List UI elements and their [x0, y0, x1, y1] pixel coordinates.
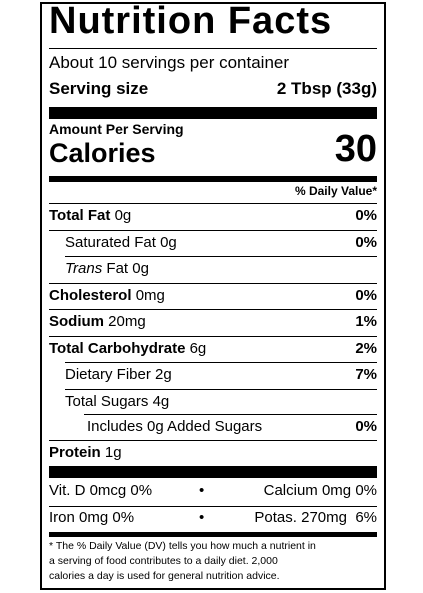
nutrient-amount: 2g [155, 366, 172, 383]
nutrient-name: Protein [49, 444, 101, 461]
nutrient-amount: 0mg [135, 287, 165, 304]
nutrient-dv: 0% [355, 234, 377, 251]
nutrient-dv: 7% [355, 366, 377, 383]
nutrition-facts-label: Nutrition Facts About 10 servings per co… [40, 2, 386, 590]
row-saturated-fat: Saturated Fat 0g 0% [49, 231, 377, 257]
nutrient-name: Total Fat [49, 207, 111, 224]
footnote-line-1: * The % Daily Value (DV) tells you how m… [49, 540, 316, 552]
nutrient-dv: 2% [355, 340, 377, 357]
potassium: Potas. 270mg 6% [254, 509, 377, 526]
nutrient-amount: 6g [189, 340, 207, 357]
nutrient-name: Dietary Fiber [65, 366, 151, 383]
serving-size-label: Serving size [49, 79, 149, 98]
dv-header-divider [49, 203, 377, 204]
row-divider [65, 256, 377, 257]
daily-value-header: % Daily Value* [294, 184, 377, 198]
iron: Iron 0mg 0% [49, 509, 135, 526]
calories-value: 30 [334, 128, 377, 170]
nutrient-name: Total Sugars [65, 393, 149, 410]
row-protein: Protein 1g [49, 441, 377, 467]
serving-size-value: 2 Tbsp (33g) [276, 79, 377, 98]
row-trans-fat: Trans Fat 0g [49, 257, 377, 283]
nutrient-amount: 1g [104, 444, 122, 461]
row-cholesterol: Cholesterol 0mg 0% [49, 284, 377, 310]
amount-per-serving: Amount Per Serving [49, 121, 184, 137]
nutrient-amount: 0g [132, 260, 149, 277]
nutrient-name: Sodium [49, 313, 104, 330]
row-divider [65, 389, 377, 390]
row-added-sugars: Includes 0g Added Sugars 0% [49, 415, 377, 441]
bullet-separator: • [199, 509, 205, 526]
nutrient-dv: 0% [355, 418, 377, 435]
row-divider [84, 414, 377, 415]
nutrient-amount: 4g [152, 393, 170, 410]
nutrient-name: Total Carbohydrate [49, 340, 186, 357]
row-total-sugars: Total Sugars 4g [49, 390, 377, 416]
row-dietary-fiber: Dietary Fiber 2g 7% [49, 363, 377, 389]
vitamin-d: Vit. D 0mcg 0% [49, 482, 153, 499]
row-divider [49, 336, 377, 337]
row-sodium: Sodium 20mg 1% [49, 310, 377, 336]
nutrient-name: Fat [106, 260, 129, 277]
nutrient-name-italic: Trans [65, 260, 103, 277]
thick-divider-protein [49, 466, 377, 478]
row-total-fat: Total Fat 0g 0% [49, 204, 377, 230]
nutrient-amount: 0g [160, 234, 177, 251]
row-divider [65, 362, 377, 363]
nutrient-dv: 0% [355, 207, 377, 224]
footnote-line-3: calories a day is used for general nutri… [49, 570, 280, 582]
row-divider [49, 309, 377, 310]
added-sugars-text: Includes 0g Added Sugars [87, 418, 263, 435]
nutrient-dv: 0% [355, 287, 377, 304]
bullet-separator: • [199, 482, 205, 499]
footnote-line-2: a serving of food contributes to a daily… [49, 555, 278, 567]
nutrient-name: Saturated Fat [65, 234, 156, 251]
servings-per-container: About 10 servings per container [49, 53, 290, 72]
calcium: Calcium 0mg 0% [263, 482, 377, 499]
nutrient-name: Cholesterol [49, 287, 132, 304]
thick-divider-top [49, 107, 377, 119]
vitamin-divider [49, 506, 377, 507]
nutrient-amount: 20mg [108, 313, 146, 330]
calories-label: Calories [49, 138, 156, 168]
title-divider [49, 48, 377, 49]
label-title: Nutrition Facts [49, 2, 333, 42]
thick-divider-footnote [49, 532, 377, 537]
row-divider [49, 230, 377, 231]
nutrient-dv: 1% [355, 313, 377, 330]
nutrient-amount: 0g [114, 207, 132, 224]
row-divider [49, 283, 377, 284]
row-divider [49, 440, 377, 441]
thick-divider-calories [49, 176, 377, 182]
row-total-carbohydrate: Total Carbohydrate 6g 2% [49, 337, 377, 363]
